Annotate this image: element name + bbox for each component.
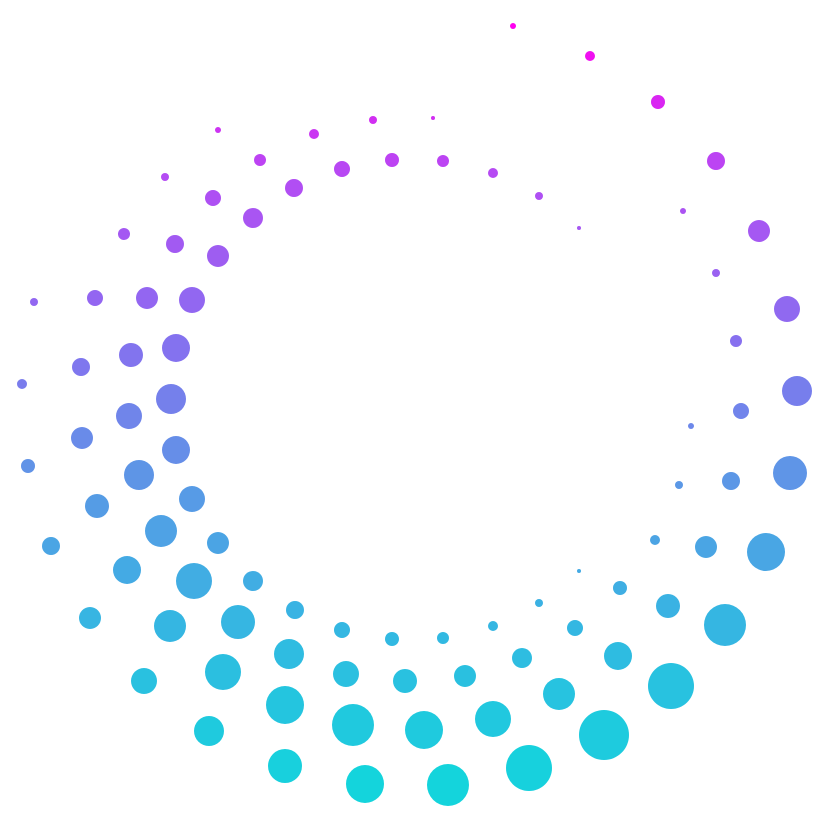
dot <box>369 116 377 124</box>
dot <box>136 287 158 309</box>
dot <box>243 208 263 228</box>
dot <box>585 51 595 61</box>
dot <box>730 335 742 347</box>
dot <box>437 632 449 644</box>
dot <box>176 563 212 599</box>
dot <box>393 669 417 693</box>
dot <box>85 494 109 518</box>
dot <box>346 765 384 803</box>
dot <box>579 710 629 760</box>
dot <box>154 610 186 642</box>
dot <box>437 155 449 167</box>
dot <box>119 343 143 367</box>
dot <box>205 190 221 206</box>
dot <box>221 605 255 639</box>
dot <box>512 648 532 668</box>
dot <box>675 481 683 489</box>
dot <box>650 535 660 545</box>
dot <box>431 116 435 120</box>
dot <box>161 173 169 181</box>
dot <box>385 632 399 646</box>
dot <box>695 536 717 558</box>
dot <box>124 460 154 490</box>
dot <box>207 532 229 554</box>
dot <box>475 701 511 737</box>
dot <box>747 533 785 571</box>
dot <box>243 571 263 591</box>
dot <box>131 668 157 694</box>
dot <box>334 622 350 638</box>
dot <box>454 665 476 687</box>
dot <box>535 599 543 607</box>
dot <box>286 601 304 619</box>
dot <box>179 486 205 512</box>
dot <box>604 642 632 670</box>
dot <box>166 235 184 253</box>
dot <box>334 161 350 177</box>
dot <box>613 581 627 595</box>
dot <box>162 334 190 362</box>
dot <box>113 556 141 584</box>
dot <box>17 379 27 389</box>
dot <box>774 296 800 322</box>
dot <box>543 678 575 710</box>
dot <box>704 604 746 646</box>
dot <box>427 764 469 806</box>
dot <box>680 208 686 214</box>
dot <box>79 607 101 629</box>
dot <box>567 620 583 636</box>
dot <box>782 376 812 406</box>
dot <box>748 220 770 242</box>
dot <box>254 154 266 166</box>
dot <box>156 384 186 414</box>
dot <box>21 459 35 473</box>
dot <box>488 168 498 178</box>
dot <box>707 152 725 170</box>
dot <box>773 456 807 490</box>
dot <box>488 621 498 631</box>
dot <box>30 298 38 306</box>
dot <box>405 711 443 749</box>
dot <box>651 95 665 109</box>
dot <box>145 515 177 547</box>
dot <box>712 269 720 277</box>
dot <box>332 704 374 746</box>
dot <box>333 661 359 687</box>
dot <box>207 245 229 267</box>
dot <box>268 749 302 783</box>
dot <box>72 358 90 376</box>
dot <box>205 654 241 690</box>
dot <box>215 127 221 133</box>
dot <box>285 179 303 197</box>
dot <box>688 423 694 429</box>
dot <box>266 686 304 724</box>
dot <box>309 129 319 139</box>
dot <box>733 403 749 419</box>
dot <box>118 228 130 240</box>
dot <box>274 639 304 669</box>
dot <box>162 436 190 464</box>
dot <box>116 403 142 429</box>
dot <box>722 472 740 490</box>
dot <box>506 745 552 791</box>
dot <box>87 290 103 306</box>
dot <box>648 663 694 709</box>
dot <box>194 716 224 746</box>
dot <box>510 23 516 29</box>
dot <box>385 153 399 167</box>
dot <box>535 192 543 200</box>
dot <box>71 427 93 449</box>
dot <box>577 226 581 230</box>
dot <box>656 594 680 618</box>
dot <box>179 287 205 313</box>
dot <box>42 537 60 555</box>
dot <box>577 569 581 573</box>
